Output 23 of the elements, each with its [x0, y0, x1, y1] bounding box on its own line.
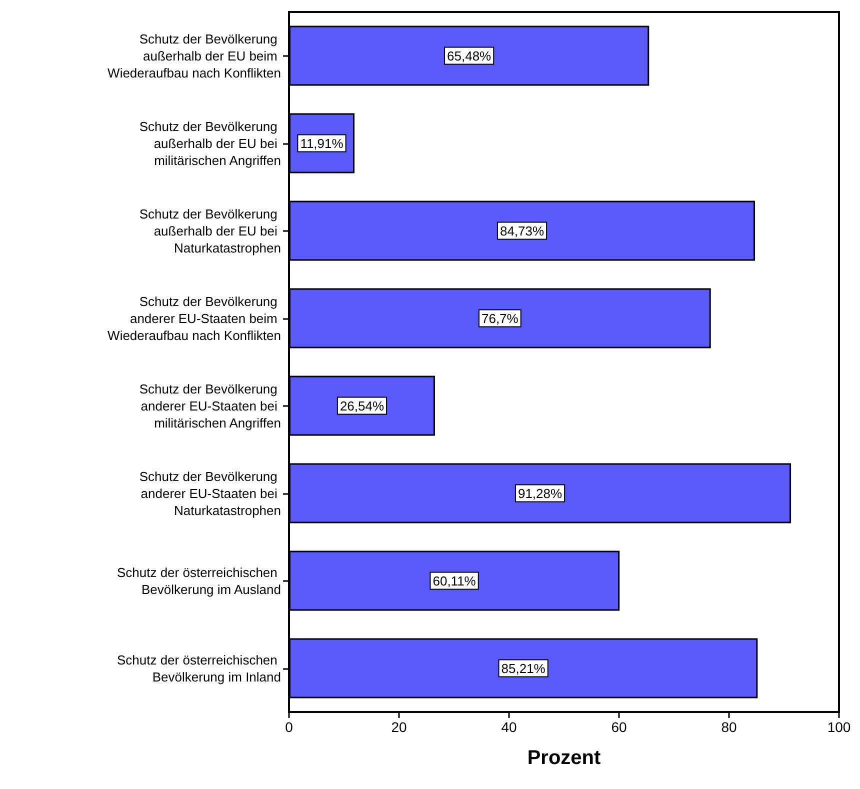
y-tick-label: Schutz der Bevölkerung anderer EU-Staaten bei militärischen Angriffen [139, 381, 281, 430]
y-tick-label: Schutz der Bevölkerung außerhalb der EU beim Wiederaufbau nach Konflikten [108, 31, 281, 80]
y-tick-label: Schutz der österreichischen Bevölkerung im Ausland [116, 564, 281, 597]
y-tick-label: Schutz der Bevölkerung außerhalb der EU bei militärischen Angriffen [139, 118, 281, 168]
x-tick-label: 0 [285, 719, 294, 735]
data-label: 26,54% [340, 398, 384, 414]
x-tick-label: 80 [721, 719, 737, 735]
data-label: 60,11% [432, 573, 476, 588]
data-label: 65,48% [447, 48, 492, 64]
y-tick-label: Schutz der Bevölkerung anderer EU-Staaten bei Naturkatastrophen [139, 468, 281, 518]
y-tick-label: Schutz der Bevölkerung anderer EU-Staaten beim Wiederaufbau nach Konflikten [108, 294, 281, 343]
data-label: 76,7% [481, 310, 519, 326]
x-tick-label: 40 [501, 719, 517, 735]
y-tick-label: Schutz der österreichischen Bevölkerung im Inland [116, 652, 281, 684]
data-label: 91,28% [518, 486, 563, 501]
data-label: 85,21% [501, 660, 546, 676]
data-label: 11,91% [300, 136, 344, 151]
x-axis-title: Prozent [527, 747, 602, 769]
y-tick-label: Schutz der Bevölkerung außerhalb der EU bei Naturkatastrophen [139, 206, 281, 256]
x-tick-label: 100 [827, 719, 851, 735]
x-tick-label: 20 [391, 719, 407, 735]
data-label: 84,73% [500, 223, 544, 238]
x-tick-label: 60 [611, 719, 627, 735]
